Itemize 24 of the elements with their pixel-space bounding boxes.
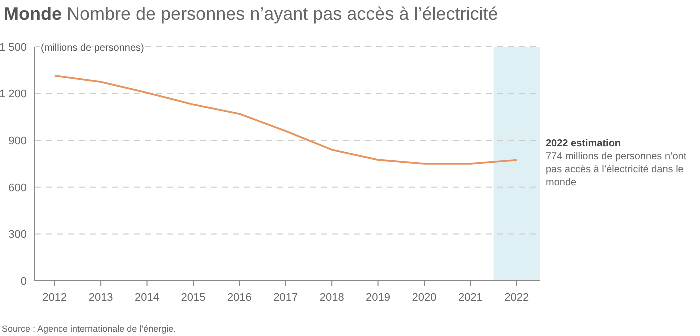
line-series bbox=[54, 74, 518, 165]
y-axis-title: (millions de personnes) bbox=[41, 43, 144, 54]
x-tick-label: 2018 bbox=[320, 292, 344, 304]
x-tick-label: 2013 bbox=[88, 292, 114, 304]
x-tick-label: 2020 bbox=[412, 292, 437, 304]
chart-subtitle: Nombre de personnes n’ayant pas accès à l’électricité bbox=[67, 4, 498, 24]
y-tick-label: 900 bbox=[8, 135, 27, 148]
x-tick-label: 2012 bbox=[42, 292, 68, 304]
x-tick-label: 2015 bbox=[181, 292, 206, 304]
x-tick-label: 2022 bbox=[504, 292, 530, 304]
source-note: Source : Agence internationale de l’énergie. bbox=[2, 324, 176, 334]
x-tick-label: 2016 bbox=[227, 292, 252, 304]
y-tick-label: 300 bbox=[8, 229, 27, 242]
band-label: 2022 estimation bbox=[546, 138, 622, 150]
y-tick-label: 1 200 bbox=[0, 88, 27, 101]
y-tick-label: 1 500 bbox=[0, 42, 27, 54]
x-tick-label: 2019 bbox=[366, 292, 391, 304]
chart-title: Monde bbox=[4, 4, 62, 24]
x-tick-label: 2014 bbox=[135, 292, 160, 304]
x-tick-label: 2021 bbox=[458, 292, 483, 304]
y-tick-label: 0 bbox=[20, 276, 27, 288]
y-tick-label: 600 bbox=[8, 182, 27, 194]
text: 774 millions de personnes n’ont pas accès à l’électricité dans le monde bbox=[546, 151, 687, 188]
x-tick-label: 2017 bbox=[274, 292, 298, 304]
